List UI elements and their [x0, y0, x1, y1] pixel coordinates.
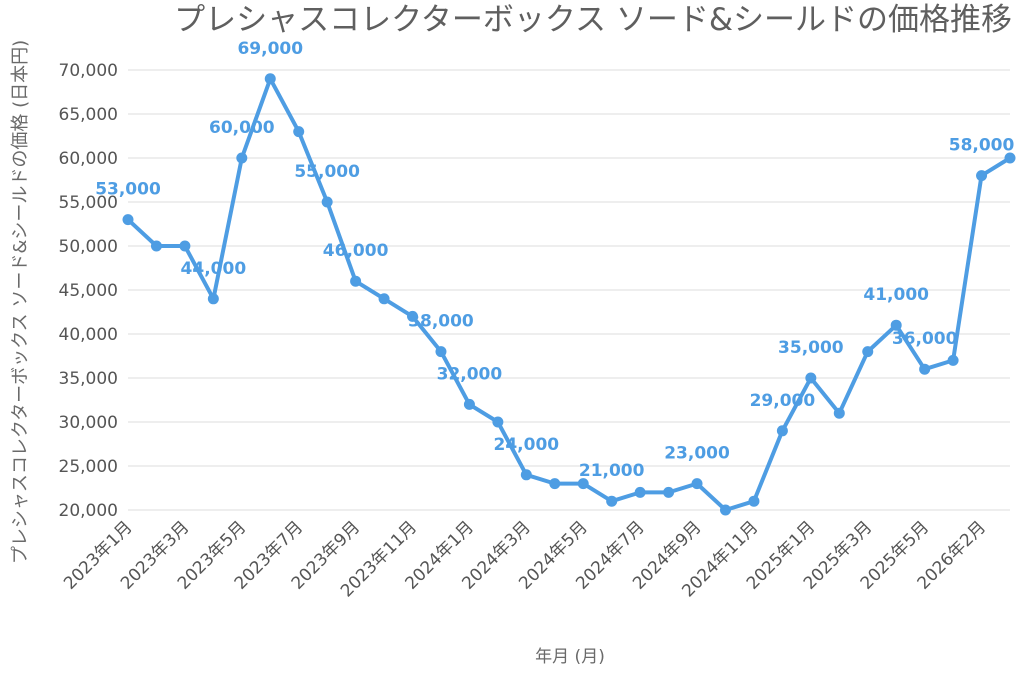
data-point: [719, 504, 731, 516]
data-point: [833, 407, 845, 419]
data-point: [606, 495, 618, 507]
y-tick-label: 35,000: [59, 369, 118, 389]
data-point: [378, 293, 390, 305]
y-tick-label: 70,000: [59, 61, 118, 81]
data-label: 60,000: [209, 118, 275, 138]
data-point: [122, 214, 134, 226]
x-axis-ticks: 2023年1月2023年3月2023年5月2023年7月2023年9月2023年…: [60, 517, 990, 601]
y-tick-label: 20,000: [59, 501, 118, 521]
data-point: [634, 486, 646, 498]
data-point: [236, 152, 248, 164]
y-tick-label: 40,000: [59, 325, 118, 345]
y-tick-label: 60,000: [59, 149, 118, 169]
data-point: [407, 310, 419, 322]
y-axis-ticks: 20,000 25,000 30,000 35,000 40,000 45,000 50,0…: [59, 61, 118, 521]
data-point: [520, 469, 532, 481]
data-label: 58,000: [949, 136, 1015, 156]
data-label: 36,000: [892, 329, 958, 349]
y-tick-label: 65,000: [59, 105, 118, 125]
data-label: 55,000: [294, 162, 360, 182]
x-axis-label: 年月 (月): [535, 647, 605, 667]
data-label: 41,000: [863, 285, 929, 305]
data-points: [122, 73, 1016, 516]
y-tick-label: 25,000: [59, 457, 118, 477]
data-point: [150, 240, 162, 252]
series-line-group: [126, 76, 1012, 512]
y-tick-label: 50,000: [59, 237, 118, 257]
series-line: [126, 76, 1012, 512]
data-point: [748, 495, 760, 507]
y-tick-label: 30,000: [59, 413, 118, 433]
data-label: 69,000: [237, 39, 303, 59]
data-point: [350, 275, 362, 287]
grid-lines: [128, 69, 1010, 511]
data-point: [663, 486, 675, 498]
data-label: 32,000: [437, 364, 503, 384]
data-label: 35,000: [778, 338, 844, 358]
data-point: [691, 478, 703, 490]
data-labels: 53,000 44,000 60,000 69,000 55,000 46,000 38,0…: [95, 39, 1014, 481]
data-label: 23,000: [664, 444, 730, 464]
data-point: [890, 319, 902, 331]
data-point: [463, 398, 475, 410]
data-label: 38,000: [408, 312, 474, 332]
data-label: 53,000: [95, 180, 161, 200]
data-label: 29,000: [750, 391, 816, 411]
y-tick-label: 55,000: [59, 193, 118, 213]
data-point: [321, 196, 333, 208]
data-point: [805, 372, 817, 384]
data-label: 21,000: [579, 461, 645, 481]
data-point: [549, 478, 561, 490]
data-point: [976, 170, 988, 182]
data-point: [435, 346, 447, 358]
data-point: [492, 416, 504, 428]
data-point: [577, 478, 589, 490]
data-point: [207, 293, 219, 305]
data-label: 44,000: [181, 259, 247, 279]
data-label: 46,000: [323, 241, 389, 261]
data-label: 24,000: [494, 435, 560, 455]
chart-title: プレシャスコレクターボックス ソード&シールドの価格推移: [174, 2, 1012, 38]
data-point: [862, 346, 874, 358]
data-point: [1004, 152, 1016, 164]
data-point: [264, 73, 276, 85]
data-point: [293, 126, 305, 138]
y-tick-label: 45,000: [59, 281, 118, 301]
data-point: [919, 363, 931, 375]
y-axis-label: プレシャスコレクターボックス ソード&シールドの価格 (日本円): [10, 40, 31, 564]
data-point: [179, 240, 191, 252]
data-point: [947, 354, 959, 366]
data-point: [776, 425, 788, 437]
